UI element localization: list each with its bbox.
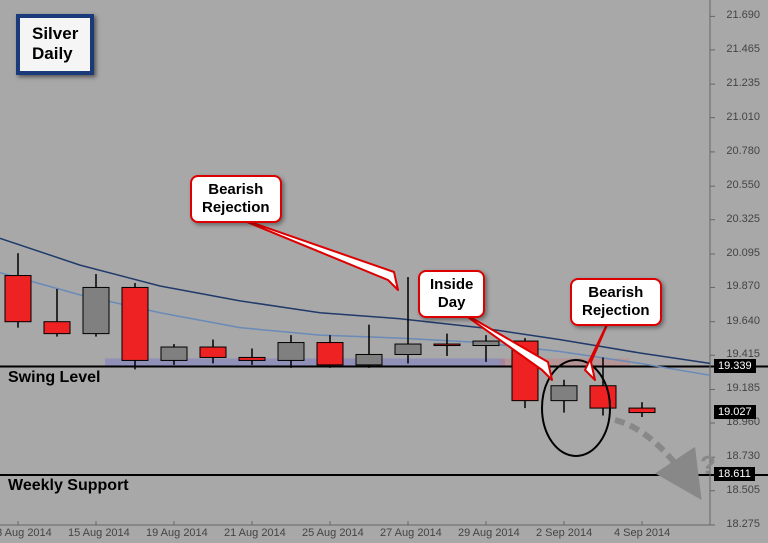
y-tick-label: 21.690 [718,9,760,21]
x-tick-label: 25 Aug 2014 [302,527,364,539]
y-tick-label: 18.730 [718,450,760,462]
swing-level-label: Swing Level [8,369,100,387]
callout-bearish-rejection-2: Bearish Rejection [570,278,662,326]
x-tick-label: 29 Aug 2014 [458,527,520,539]
y-tick-label: 20.550 [718,179,760,191]
y-tick-label: 18.505 [718,484,760,496]
x-tick-label: 21 Aug 2014 [224,527,286,539]
y-tick-label: 21.010 [718,111,760,123]
y-tick-label: 20.095 [718,247,760,259]
chart-container: 21.690 21.465 21.235 21.010 20.780 20.550 20.3… [0,0,768,543]
x-tick-label: 13 Aug 2014 [0,527,52,539]
x-tick-label: 27 Aug 2014 [380,527,442,539]
question-mark: ? [700,450,716,481]
chart-title-box: Silver Daily [16,14,94,75]
price-box: 19.339 [714,359,756,373]
y-tick-label: 21.465 [718,43,760,55]
y-tick-label: 21.235 [718,77,760,89]
x-tick-label: 4 Sep 2014 [614,527,670,539]
y-tick-label: 19.640 [718,315,760,327]
callout-bearish-rejection-1: Bearish Rejection [190,175,282,223]
y-tick-label: 19.870 [718,280,760,292]
y-tick-label: 20.780 [718,145,760,157]
weekly-support-label: Weekly Support [8,477,129,495]
x-tick-label: 2 Sep 2014 [536,527,592,539]
x-tick-label: 15 Aug 2014 [68,527,130,539]
y-tick-label: 18.275 [718,518,760,530]
price-box: 19.027 [714,405,756,419]
y-tick-label: 19.185 [718,382,760,394]
price-box: 18.611 [714,467,755,481]
y-tick-label: 20.325 [718,213,760,225]
callout-inside-day: Inside Day [418,270,485,318]
x-tick-label: 19 Aug 2014 [146,527,208,539]
